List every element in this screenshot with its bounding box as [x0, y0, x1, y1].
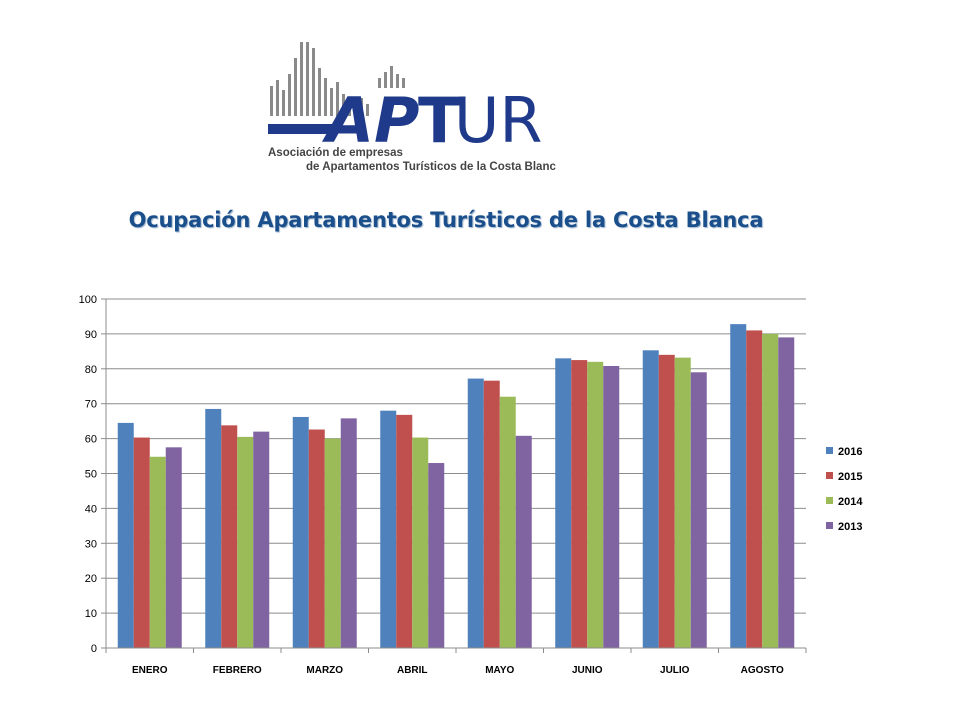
aptur-logo: AP T UR Asociación de empresas de Aparta… — [268, 42, 556, 173]
legend-label: 2013 — [838, 521, 862, 533]
bar-2013-mayo — [515, 435, 532, 648]
bar-2015-abril — [396, 414, 413, 648]
bar-2014-mayo — [499, 396, 516, 648]
y-tick-label: 70 — [85, 399, 97, 411]
bar-2016-agosto — [730, 324, 747, 648]
x-tick-label: JUNIO — [572, 665, 603, 676]
bar-2015-junio — [571, 360, 588, 648]
y-tick-label: 30 — [85, 538, 97, 550]
x-tick-label: MARZO — [306, 665, 343, 676]
legend-swatch-2016 — [826, 447, 833, 454]
bar-2013-agosto — [778, 337, 795, 648]
legend-swatch-2014 — [826, 497, 833, 504]
bar-2016-febrero — [205, 408, 222, 648]
y-tick-label: 80 — [85, 364, 97, 376]
y-tick-label: 50 — [85, 469, 97, 481]
bar-2015-enero — [133, 437, 150, 648]
y-tick-label: 90 — [85, 329, 97, 341]
bar-2014-junio — [587, 361, 604, 648]
logo-brand-t: T — [418, 84, 460, 157]
bar-2015-marzo — [308, 429, 325, 648]
bar-2016-mayo — [467, 378, 484, 648]
logo-line1: Asociación de empresas — [268, 147, 403, 159]
bar-2016-abril — [380, 410, 397, 648]
legend-label: 2015 — [838, 471, 862, 483]
bar-2015-mayo — [483, 380, 500, 648]
legend: 2016 2015 2014 2013 — [826, 446, 863, 533]
bar-2013-abril — [428, 463, 445, 648]
logo-line2: de Apartamentos Turísticos de la Costa B… — [306, 161, 556, 173]
bar-2014-julio — [674, 357, 691, 648]
bar-2014-enero — [149, 456, 166, 648]
x-tick-label: ENERO — [132, 665, 168, 676]
skyline-graphic — [270, 42, 405, 116]
y-tick-label: 60 — [85, 434, 97, 446]
bar-2016-marzo — [292, 416, 309, 648]
x-axis-labels: ENERO FEBRERO MARZO ABRIL MAYO JUNIO JULIO AGOS… — [132, 665, 784, 676]
bar-2013-enero — [165, 447, 182, 648]
y-tick-label: 20 — [85, 573, 97, 585]
y-tick-label: 40 — [85, 503, 97, 515]
legend-label: 2014 — [838, 496, 863, 508]
bar-2015-agosto — [746, 330, 763, 648]
y-axis-ticks: 0 10 20 30 40 50 60 70 80 90 100 — [79, 294, 106, 655]
x-tick-label: AGOSTO — [741, 665, 784, 676]
bar-2015-julio — [658, 354, 675, 648]
bar-2015-febrero — [221, 425, 238, 648]
bar-2014-marzo — [324, 438, 341, 648]
axes — [105, 299, 807, 653]
y-tick-label: 10 — [85, 608, 97, 620]
logo-brand-apt: AP — [321, 84, 419, 157]
y-tick-label: 0 — [91, 643, 97, 655]
x-tick-label: MAYO — [485, 665, 514, 676]
legend-swatch-2015 — [826, 472, 833, 479]
bars — [117, 324, 795, 648]
y-tick-label: 100 — [79, 294, 97, 306]
bar-2013-marzo — [340, 418, 357, 648]
bar-2014-febrero — [237, 436, 254, 648]
bar-2013-febrero — [253, 431, 270, 648]
logo-brand-ur: UR — [454, 84, 542, 157]
bar-2013-junio — [603, 366, 620, 648]
chart-title: Ocupación Apartamentos Turísticos de la … — [128, 208, 764, 232]
x-tick-label: JULIO — [660, 665, 690, 676]
bar-2016-julio — [642, 350, 659, 648]
x-tick-label: FEBRERO — [213, 665, 262, 676]
legend-swatch-2013 — [826, 522, 833, 529]
legend-label: 2016 — [838, 446, 862, 458]
bar-2016-enero — [117, 422, 134, 648]
bar-2014-agosto — [762, 333, 779, 648]
bar-2013-julio — [690, 372, 707, 648]
bar-2016-junio — [555, 358, 572, 648]
x-tick-label: ABRIL — [397, 665, 428, 676]
bar-2014-abril — [412, 437, 429, 648]
